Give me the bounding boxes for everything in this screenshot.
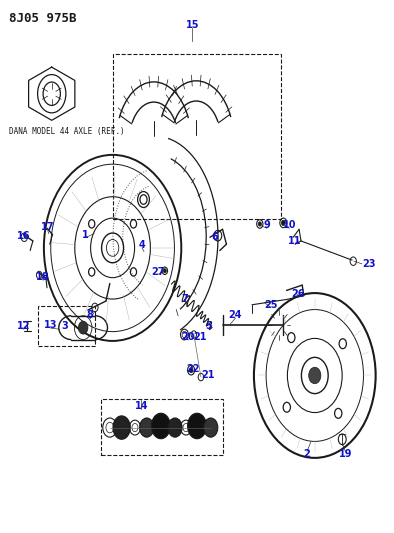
Text: 2: 2 — [303, 449, 310, 458]
Text: 16: 16 — [17, 231, 30, 241]
Text: 21: 21 — [201, 370, 215, 381]
Circle shape — [168, 418, 182, 437]
Text: 7: 7 — [181, 294, 188, 304]
Text: 19: 19 — [339, 449, 352, 458]
Text: 9: 9 — [264, 220, 270, 230]
Text: 10: 10 — [282, 220, 296, 230]
Bar — [101, 399, 223, 455]
Circle shape — [188, 413, 206, 439]
Circle shape — [113, 416, 130, 439]
Text: 1: 1 — [82, 230, 89, 240]
Circle shape — [151, 413, 170, 439]
Text: 3: 3 — [61, 321, 68, 331]
Circle shape — [309, 367, 321, 384]
Circle shape — [281, 220, 285, 225]
Text: 23: 23 — [362, 259, 376, 269]
Text: 17: 17 — [41, 222, 54, 232]
Text: 14: 14 — [134, 401, 148, 411]
Text: 13: 13 — [44, 320, 58, 330]
Circle shape — [163, 269, 166, 273]
Circle shape — [140, 418, 154, 437]
Text: 18: 18 — [36, 272, 50, 282]
Circle shape — [204, 418, 218, 437]
Circle shape — [189, 368, 193, 373]
Text: 25: 25 — [264, 300, 277, 310]
Text: 20: 20 — [182, 332, 195, 342]
Text: 21: 21 — [193, 332, 207, 342]
Text: 26: 26 — [292, 289, 305, 299]
Text: 6: 6 — [211, 232, 218, 243]
Text: 11: 11 — [288, 236, 302, 246]
Text: DANA MODEL 44 AXLE (REF.): DANA MODEL 44 AXLE (REF.) — [9, 127, 124, 136]
Text: 27: 27 — [151, 267, 164, 277]
Text: 12: 12 — [17, 321, 30, 331]
Text: 8J05 975B: 8J05 975B — [9, 12, 76, 26]
Text: 22: 22 — [186, 364, 200, 374]
Circle shape — [78, 321, 88, 334]
Text: 24: 24 — [229, 310, 242, 320]
Text: 15: 15 — [186, 20, 199, 30]
Text: 4: 4 — [139, 240, 145, 250]
Text: 5: 5 — [205, 321, 212, 331]
Circle shape — [258, 222, 261, 226]
Text: 8: 8 — [87, 310, 94, 320]
Bar — [38, 306, 95, 346]
Bar — [113, 54, 281, 219]
